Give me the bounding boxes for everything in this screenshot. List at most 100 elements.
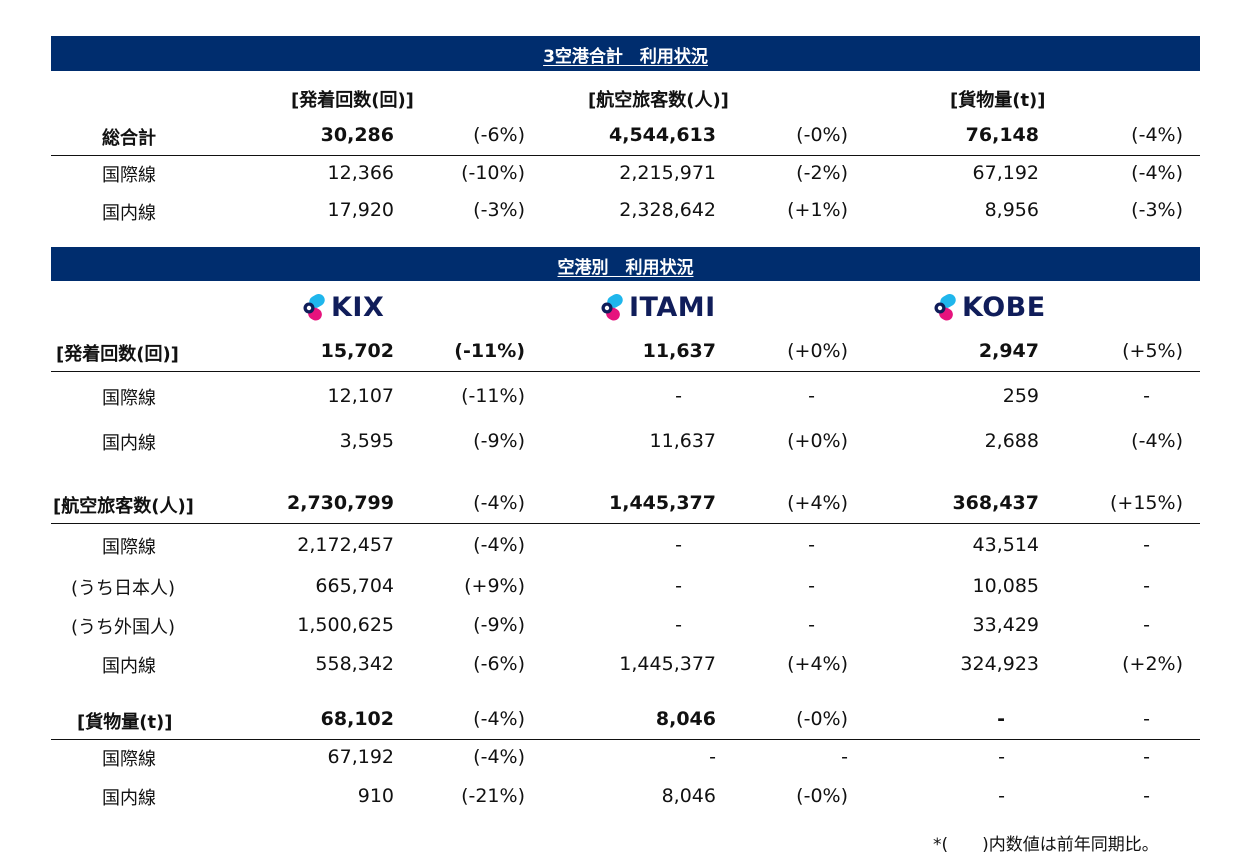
summary-title: 3空港合計 利用状況 bbox=[543, 47, 708, 67]
kix-value: 15,702 bbox=[320, 340, 394, 362]
kobe-value: - bbox=[998, 746, 1005, 768]
movements-value: 12,366 bbox=[327, 162, 394, 184]
kobe-value: 2,688 bbox=[984, 430, 1039, 452]
itami-pct: - bbox=[808, 385, 815, 407]
itami-value: 11,637 bbox=[642, 340, 716, 362]
itami-value: - bbox=[675, 385, 682, 407]
row-label: 国際線 bbox=[102, 388, 156, 409]
itami-value: 11,637 bbox=[649, 430, 716, 452]
itami-logo: ITAMI bbox=[600, 292, 716, 323]
kix-value: 12,107 bbox=[327, 385, 394, 407]
by-airport-header-bar: 空港別 利用状況 bbox=[51, 247, 1200, 281]
kobe-pct: - bbox=[1143, 708, 1150, 730]
kobe-pct: - bbox=[1143, 575, 1150, 597]
row-label: [発着回数(回)] bbox=[56, 344, 179, 365]
passengers-pct: (+1%) bbox=[787, 199, 848, 221]
kobe-value: 259 bbox=[1002, 385, 1039, 407]
itami-pct: (+4%) bbox=[787, 653, 848, 675]
kix-pct: (+9%) bbox=[464, 575, 525, 597]
footnote: *( )内数値は前年同期比。 bbox=[933, 835, 1159, 855]
passengers-value: 2,215,971 bbox=[619, 162, 716, 184]
kobe-pct: - bbox=[1143, 614, 1150, 636]
itami-pct: - bbox=[841, 746, 848, 768]
passengers-value: 2,328,642 bbox=[619, 199, 716, 221]
cargo-value: 67,192 bbox=[972, 162, 1039, 184]
kansai-airports-logo-icon bbox=[303, 293, 325, 320]
kansai-airports-logo-icon bbox=[934, 293, 956, 320]
kix-value: 910 bbox=[357, 785, 394, 807]
row-label: (うち日本人) bbox=[71, 578, 176, 599]
kobe-value: 324,923 bbox=[960, 653, 1039, 675]
kobe-logo-text: KOBE bbox=[962, 292, 1046, 323]
row-label: 国内線 bbox=[102, 203, 156, 224]
itami-pct: - bbox=[808, 534, 815, 556]
itami-logo-text: ITAMI bbox=[629, 292, 716, 323]
kobe-pct: (+5%) bbox=[1122, 340, 1183, 362]
divider bbox=[51, 739, 1200, 740]
kix-value: 558,342 bbox=[315, 653, 394, 675]
kix-logo: KIX bbox=[302, 292, 384, 323]
itami-value: 8,046 bbox=[655, 708, 716, 730]
itami-value: 8,046 bbox=[661, 785, 716, 807]
movements-pct: (-3%) bbox=[473, 199, 525, 221]
col-header-cargo: [貨物量(t)] bbox=[950, 90, 1046, 111]
row-label: 国内線 bbox=[102, 433, 156, 454]
kix-value: 67,192 bbox=[327, 746, 394, 768]
itami-pct: (+4%) bbox=[787, 492, 848, 514]
passengers-pct: (-0%) bbox=[796, 124, 848, 146]
row-label: 国際線 bbox=[102, 749, 156, 770]
itami-value: 1,445,377 bbox=[619, 653, 716, 675]
itami-pct: (+0%) bbox=[787, 340, 848, 362]
movements-pct: (-10%) bbox=[461, 162, 525, 184]
kix-pct: (-11%) bbox=[454, 340, 525, 362]
kobe-logo: KOBE bbox=[933, 292, 1046, 323]
by-airport-title: 空港別 利用状況 bbox=[557, 258, 694, 278]
cargo-value: 8,956 bbox=[984, 199, 1039, 221]
kix-pct: (-21%) bbox=[461, 785, 525, 807]
itami-pct: (-0%) bbox=[796, 785, 848, 807]
itami-value: - bbox=[709, 746, 716, 768]
kobe-value: - bbox=[997, 708, 1005, 730]
kix-value: 665,704 bbox=[315, 575, 394, 597]
kix-value: 1,500,625 bbox=[297, 614, 394, 636]
kobe-value: 368,437 bbox=[952, 492, 1039, 514]
cargo-value: 76,148 bbox=[965, 124, 1039, 146]
itami-value: 1,445,377 bbox=[609, 492, 716, 514]
itami-pct: (+0%) bbox=[787, 430, 848, 452]
col-header-movements: [発着回数(回)] bbox=[291, 90, 414, 111]
kobe-pct: - bbox=[1143, 534, 1150, 556]
kix-pct: (-11%) bbox=[461, 385, 525, 407]
kix-pct: (-9%) bbox=[473, 430, 525, 452]
col-header-passengers: [航空旅客数(人)] bbox=[588, 90, 729, 111]
itami-pct: (-0%) bbox=[796, 708, 848, 730]
row-label: (うち外国人) bbox=[71, 617, 176, 638]
kix-value: 68,102 bbox=[320, 708, 394, 730]
row-label: 総合計 bbox=[102, 128, 156, 149]
kobe-value: 33,429 bbox=[972, 614, 1039, 636]
passengers-pct: (-2%) bbox=[796, 162, 848, 184]
movements-value: 30,286 bbox=[320, 124, 394, 146]
movements-pct: (-6%) bbox=[473, 124, 525, 146]
kansai-airports-logo-icon bbox=[601, 293, 623, 320]
kobe-pct: - bbox=[1143, 746, 1150, 768]
row-label: 国内線 bbox=[102, 656, 156, 677]
summary-header-bar: 3空港合計 利用状況 bbox=[51, 36, 1200, 71]
kobe-pct: (-4%) bbox=[1131, 430, 1183, 452]
kobe-value: - bbox=[998, 785, 1005, 807]
kix-pct: (-9%) bbox=[473, 614, 525, 636]
divider bbox=[51, 371, 1200, 372]
kix-logo-text: KIX bbox=[331, 292, 385, 323]
kix-pct: (-6%) bbox=[473, 653, 525, 675]
cargo-pct: (-4%) bbox=[1131, 162, 1183, 184]
kix-pct: (-4%) bbox=[473, 492, 525, 514]
itami-pct: - bbox=[808, 575, 815, 597]
kix-value: 2,730,799 bbox=[287, 492, 394, 514]
itami-value: - bbox=[675, 614, 682, 636]
passengers-value: 4,544,613 bbox=[609, 124, 716, 146]
kobe-pct: (+15%) bbox=[1110, 492, 1183, 514]
kobe-pct: (+2%) bbox=[1122, 653, 1183, 675]
kix-pct: (-4%) bbox=[473, 708, 525, 730]
kobe-pct: - bbox=[1143, 385, 1150, 407]
row-label: 国内線 bbox=[102, 788, 156, 809]
kobe-pct: - bbox=[1143, 785, 1150, 807]
